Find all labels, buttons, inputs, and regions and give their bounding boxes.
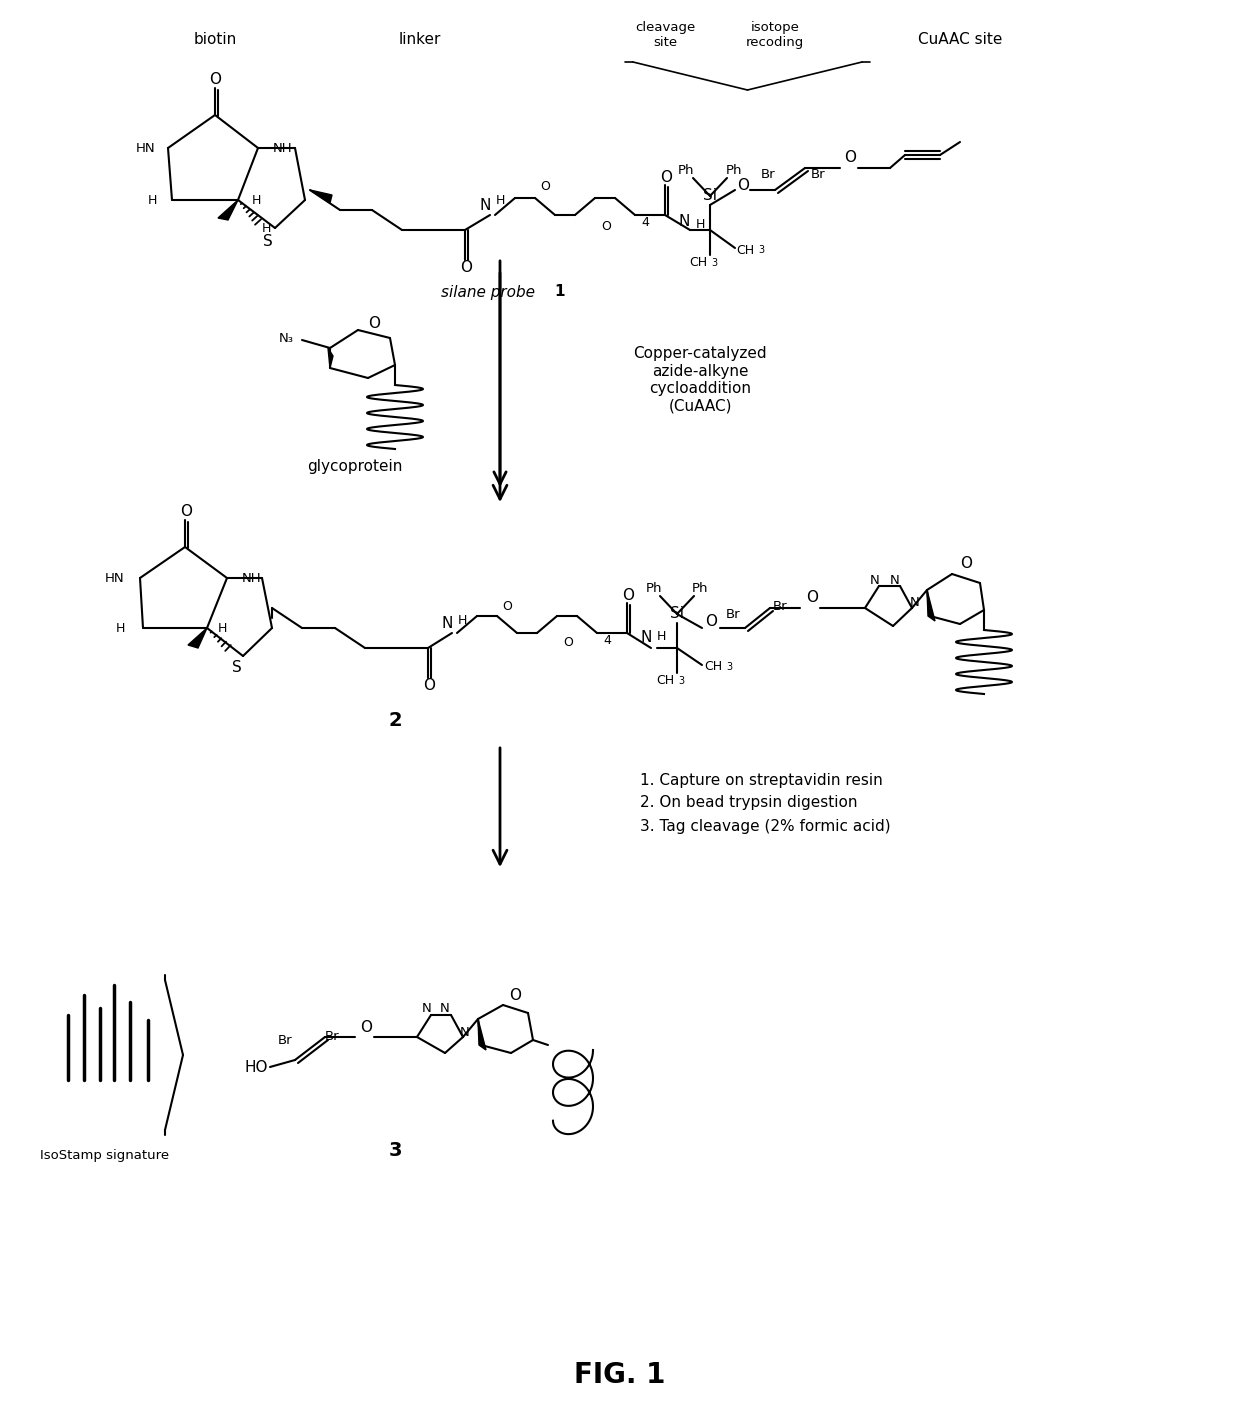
Text: Br: Br bbox=[760, 169, 775, 182]
Text: S: S bbox=[263, 234, 273, 250]
Text: Br: Br bbox=[811, 169, 826, 182]
Text: 1. Capture on streptavidin resin: 1. Capture on streptavidin resin bbox=[640, 772, 883, 788]
Text: Ph: Ph bbox=[692, 582, 708, 595]
Text: O: O bbox=[806, 590, 818, 606]
Text: biotin: biotin bbox=[193, 33, 237, 47]
Text: O: O bbox=[844, 150, 856, 166]
Text: 3: 3 bbox=[678, 675, 684, 685]
Text: O: O bbox=[368, 315, 379, 331]
Text: O: O bbox=[706, 614, 717, 630]
Text: 4: 4 bbox=[603, 633, 611, 647]
Text: Si: Si bbox=[670, 606, 684, 622]
Text: O: O bbox=[423, 678, 435, 694]
Text: silane probe: silane probe bbox=[440, 284, 539, 299]
Text: O: O bbox=[502, 599, 512, 613]
Text: CH: CH bbox=[656, 674, 675, 687]
Text: N: N bbox=[870, 573, 880, 586]
Text: H: H bbox=[218, 622, 227, 634]
Text: Ph: Ph bbox=[725, 165, 743, 177]
Text: O: O bbox=[541, 179, 549, 193]
Text: H: H bbox=[148, 193, 157, 207]
Text: N: N bbox=[910, 596, 920, 609]
Text: O: O bbox=[210, 72, 221, 88]
Text: O: O bbox=[660, 169, 672, 184]
Text: HN: HN bbox=[135, 142, 155, 155]
Polygon shape bbox=[928, 590, 935, 622]
Text: cleavage
site: cleavage site bbox=[635, 21, 696, 50]
Polygon shape bbox=[329, 348, 334, 368]
Text: N: N bbox=[441, 616, 453, 631]
Text: H: H bbox=[115, 622, 125, 634]
Text: H: H bbox=[252, 193, 262, 207]
Polygon shape bbox=[218, 200, 238, 220]
Text: Br: Br bbox=[725, 609, 740, 622]
Polygon shape bbox=[310, 190, 332, 203]
Text: Br: Br bbox=[325, 1030, 340, 1043]
Text: Ph: Ph bbox=[678, 165, 694, 177]
Text: HO: HO bbox=[244, 1060, 268, 1074]
Text: CH: CH bbox=[704, 660, 722, 674]
Text: H: H bbox=[656, 630, 666, 643]
Text: CuAAC site: CuAAC site bbox=[918, 33, 1002, 47]
Text: FIG. 1: FIG. 1 bbox=[574, 1361, 666, 1389]
Text: Br: Br bbox=[773, 600, 787, 613]
Text: NH: NH bbox=[242, 572, 262, 585]
Polygon shape bbox=[477, 1019, 486, 1050]
Text: H: H bbox=[262, 221, 272, 234]
Text: H: H bbox=[696, 217, 704, 230]
Text: IsoStamp signature: IsoStamp signature bbox=[41, 1148, 170, 1162]
Text: O: O bbox=[508, 988, 521, 1002]
Text: isotope
recoding: isotope recoding bbox=[746, 21, 804, 50]
Text: Si: Si bbox=[703, 189, 717, 203]
Text: N: N bbox=[422, 1002, 432, 1016]
Text: 3: 3 bbox=[758, 245, 764, 255]
Text: O: O bbox=[180, 505, 192, 519]
Text: O: O bbox=[960, 556, 972, 572]
Polygon shape bbox=[188, 629, 207, 648]
Text: O: O bbox=[622, 587, 634, 603]
Text: H: H bbox=[458, 613, 466, 627]
Text: CH: CH bbox=[689, 257, 707, 270]
Text: 2: 2 bbox=[388, 711, 402, 729]
Text: linker: linker bbox=[399, 33, 441, 47]
Text: NH: NH bbox=[273, 142, 293, 155]
Text: glycoprotein: glycoprotein bbox=[308, 460, 403, 474]
Text: Ph: Ph bbox=[646, 582, 662, 595]
Text: N: N bbox=[890, 573, 900, 586]
Text: O: O bbox=[563, 636, 573, 648]
Text: CH: CH bbox=[735, 244, 754, 257]
Text: N: N bbox=[678, 214, 689, 230]
Text: O: O bbox=[601, 220, 611, 233]
Text: 1: 1 bbox=[554, 284, 565, 299]
Text: Copper-catalyzed
azide-alkyne
cycloaddition
(CuAAC): Copper-catalyzed azide-alkyne cycloaddit… bbox=[634, 346, 766, 413]
Text: 3: 3 bbox=[725, 663, 732, 673]
Text: O: O bbox=[360, 1020, 372, 1036]
Text: H: H bbox=[495, 193, 505, 207]
Text: 3. Tag cleavage (2% formic acid): 3. Tag cleavage (2% formic acid) bbox=[640, 819, 890, 833]
Text: N₃: N₃ bbox=[279, 332, 294, 345]
Text: O: O bbox=[460, 261, 472, 275]
Text: O: O bbox=[737, 177, 749, 193]
Text: 3: 3 bbox=[711, 258, 717, 268]
Text: 3: 3 bbox=[388, 1141, 402, 1159]
Text: N: N bbox=[480, 197, 491, 213]
Text: HN: HN bbox=[104, 572, 124, 585]
Text: Br: Br bbox=[278, 1033, 293, 1046]
Text: N: N bbox=[440, 1002, 450, 1016]
Text: N: N bbox=[640, 630, 652, 646]
Text: N: N bbox=[460, 1026, 470, 1039]
Text: 4: 4 bbox=[641, 216, 649, 228]
Text: S: S bbox=[232, 660, 242, 675]
Text: 2. On bead trypsin digestion: 2. On bead trypsin digestion bbox=[640, 796, 858, 810]
